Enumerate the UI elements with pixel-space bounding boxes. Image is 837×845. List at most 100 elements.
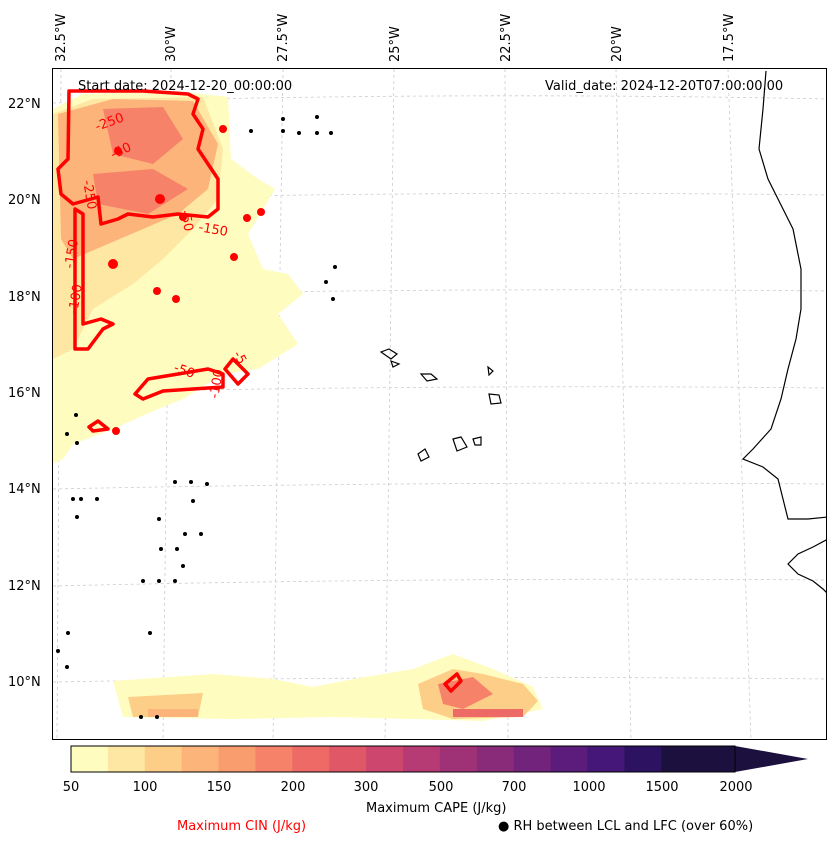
island-7 bbox=[472, 436, 482, 446]
rh-dot bbox=[315, 131, 319, 135]
map-panel[interactable]: -250 -50 -50 -250 -150 -100 -150 -50 -10… bbox=[52, 68, 827, 740]
colorbar-tick: 50 bbox=[62, 780, 80, 795]
colorbar-cell bbox=[661, 746, 699, 772]
colorbar-tick: 500 bbox=[428, 780, 454, 795]
lat-label-18n: 18°N bbox=[8, 290, 41, 305]
rh-dot bbox=[95, 497, 99, 501]
rh-dot bbox=[155, 715, 159, 719]
island-4 bbox=[487, 365, 494, 377]
lon-label-22-5w: 22.5°W bbox=[499, 13, 514, 62]
rh-dot bbox=[324, 280, 328, 284]
rh-dot bbox=[333, 265, 337, 269]
rh-dot bbox=[157, 579, 161, 583]
island-6 bbox=[452, 436, 468, 452]
colorbar-cell bbox=[624, 746, 662, 772]
cin-contour-small1 bbox=[87, 419, 110, 433]
lon-label-27-5w: 27.5°W bbox=[276, 13, 291, 62]
cin-dots bbox=[108, 125, 265, 435]
cin-legend-label: Maximum CIN (J/kg) bbox=[177, 819, 307, 834]
colorbar-cell bbox=[107, 746, 146, 772]
colorbar-cell bbox=[292, 746, 330, 772]
lon-label-30w: 30°W bbox=[164, 26, 179, 62]
cin-contours bbox=[56, 89, 463, 693]
cape-area-north-peak1 bbox=[103, 107, 183, 164]
cin-contour-north bbox=[56, 89, 220, 226]
valid-date-text: Valid_date: 2024-12-20T07:00:00.00 bbox=[545, 79, 784, 94]
cin-contour-south bbox=[443, 672, 463, 693]
cin-dot bbox=[114, 147, 122, 155]
cape-shading bbox=[53, 91, 543, 721]
colorbar-cell bbox=[439, 746, 478, 772]
rh-dot bbox=[148, 631, 152, 635]
cape-area-south-4 bbox=[438, 677, 493, 709]
cin-dot bbox=[153, 287, 161, 295]
colorbar-tick: 100 bbox=[132, 780, 158, 795]
lon-label-20w: 20°W bbox=[610, 26, 625, 62]
map-canvas: -250 -50 -50 -250 -150 -100 -150 -50 -10… bbox=[53, 69, 826, 739]
cape-area-south-6 bbox=[148, 709, 198, 717]
cin-label: -50 bbox=[172, 361, 197, 382]
colorbar-cell bbox=[403, 746, 441, 772]
colorbar-cell bbox=[476, 746, 515, 772]
rh-dot bbox=[141, 579, 145, 583]
colorbar-tick: 150 bbox=[206, 780, 232, 795]
rh-dot bbox=[75, 441, 79, 445]
colorbar-cell bbox=[255, 746, 293, 772]
colorbar-tick: 700 bbox=[501, 780, 527, 795]
cin-label: -100 bbox=[66, 283, 86, 315]
cape-area-south-5 bbox=[453, 709, 523, 717]
lat-label-22n: 22°N bbox=[8, 97, 41, 112]
rh-dot bbox=[65, 665, 69, 669]
rh-dot bbox=[329, 131, 333, 135]
colorbar-cell bbox=[218, 746, 256, 772]
coastlines bbox=[379, 70, 826, 593]
rh-dot bbox=[331, 297, 335, 301]
colorbar-cell bbox=[550, 746, 588, 772]
colorbar-tick: 300 bbox=[353, 780, 379, 795]
colorbar-cell bbox=[71, 746, 109, 772]
rh-dot bbox=[175, 547, 179, 551]
cin-contour-west bbox=[73, 207, 115, 351]
cape-colorbar bbox=[70, 745, 808, 773]
lat-label-16n: 16°N bbox=[8, 386, 41, 401]
island-2 bbox=[390, 359, 401, 368]
rh-dot bbox=[173, 579, 177, 583]
lon-label-25w: 25°W bbox=[388, 26, 403, 62]
cin-dot bbox=[219, 125, 227, 133]
rh-dot bbox=[71, 497, 75, 501]
rh-dot bbox=[205, 482, 209, 486]
cin-dot bbox=[179, 213, 187, 221]
cin-dot bbox=[155, 194, 165, 204]
rh-dot bbox=[199, 532, 203, 536]
rh-dot bbox=[159, 547, 163, 551]
cin-label: -250 bbox=[79, 179, 99, 211]
cin-dot bbox=[243, 214, 251, 222]
lat-label-10n: 10°N bbox=[8, 675, 41, 690]
rh-dot bbox=[297, 131, 301, 135]
colorbar-cell bbox=[144, 746, 183, 772]
lat-label-20n: 20°N bbox=[8, 193, 41, 208]
colorbar-cell bbox=[366, 746, 404, 772]
rh-dot bbox=[281, 129, 285, 133]
colorbar-tick: 2000 bbox=[719, 780, 753, 795]
rh-dot bbox=[74, 413, 78, 417]
cin-contour-east bbox=[223, 357, 250, 386]
cin-dot bbox=[172, 295, 180, 303]
rh-dot bbox=[315, 115, 319, 119]
cin-dot bbox=[112, 427, 120, 435]
africa-coastline-south bbox=[787, 539, 826, 593]
island-3 bbox=[419, 373, 439, 382]
lat-label-14n: 14°N bbox=[8, 482, 41, 497]
colorbar-cell bbox=[181, 746, 220, 772]
rh-dot bbox=[249, 129, 253, 133]
colorbar-tick: 1500 bbox=[645, 780, 679, 795]
colorbar-label: Maximum CAPE (J/kg) bbox=[366, 801, 507, 816]
cin-label: -150 bbox=[197, 220, 229, 240]
cin-dot bbox=[108, 259, 118, 269]
cape-area-north-peak2 bbox=[93, 169, 188, 214]
cin-contour-mid bbox=[133, 367, 225, 401]
rh-dot bbox=[173, 480, 177, 484]
start-date-text: Start date: 2024-12-20_00:00:00 bbox=[78, 79, 293, 94]
rh-dot bbox=[75, 515, 79, 519]
rh-dot bbox=[139, 715, 143, 719]
